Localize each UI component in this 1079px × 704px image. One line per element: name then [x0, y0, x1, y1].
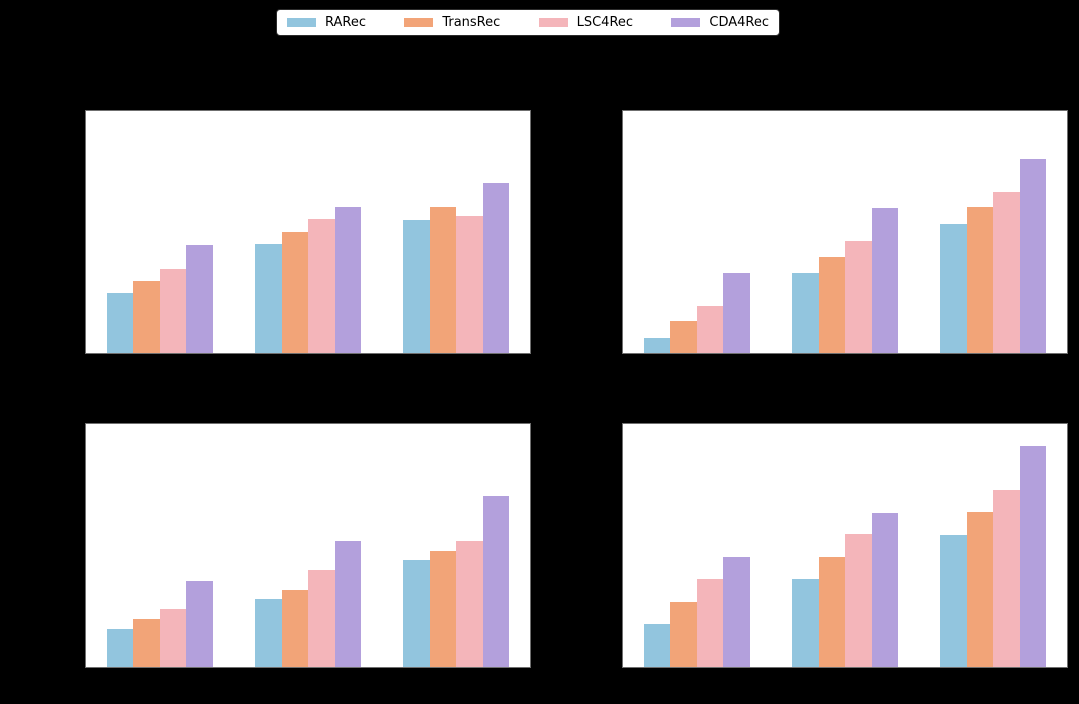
chart-panel-bottom-right: [622, 423, 1068, 668]
bar-transrec: [670, 601, 697, 667]
legend-entry-lsc4rec: LSC4Rec: [538, 15, 634, 30]
bar-transrec: [670, 321, 697, 353]
bar-lsc4rec: [993, 490, 1020, 667]
bar-lsc4rec: [845, 534, 872, 667]
bar-cda4rec: [334, 207, 361, 353]
legend-entry-transrec: TransRec: [404, 16, 500, 29]
bar-group: [255, 111, 361, 353]
lsc4rec-swatch-icon: [538, 18, 568, 27]
bar-transrec: [133, 280, 160, 353]
bar-rarec: [106, 629, 134, 667]
bar-lsc4rec: [993, 191, 1020, 353]
bar-group: [403, 424, 509, 667]
bar-transrec: [133, 619, 160, 667]
legend-entry-cda4rec: CDA4Rec: [671, 16, 769, 29]
bar-cda4rec: [482, 183, 509, 353]
bar-transrec: [966, 207, 993, 353]
bar-rarec: [643, 338, 671, 353]
bar-rarec: [643, 623, 671, 667]
legend-label-transrec: TransRec: [442, 15, 501, 30]
bar-transrec: [818, 256, 845, 353]
bar-group: [940, 424, 1046, 667]
bar-cda4rec: [1019, 446, 1046, 667]
bar-lsc4rec: [308, 570, 335, 667]
bar-cda4rec: [482, 496, 509, 667]
bar-group: [106, 424, 213, 667]
bar-group: [643, 424, 750, 667]
transrec-swatch-icon: [404, 18, 434, 27]
bar-group: [792, 424, 898, 667]
bar-group: [403, 111, 509, 353]
legend-label-cda4rec: CDA4Rec: [709, 15, 769, 30]
bar-rarec: [403, 219, 430, 353]
bar-cda4rec: [1019, 159, 1046, 353]
bar-rarec: [792, 272, 819, 353]
bar-lsc4rec: [456, 540, 483, 667]
bar-transrec: [818, 557, 845, 667]
bar-lsc4rec: [456, 215, 483, 353]
bar-transrec: [281, 232, 308, 353]
legend-entry-rarec: RARec: [287, 16, 366, 29]
cda4rec-swatch-icon: [671, 18, 701, 27]
bar-group: [106, 111, 213, 353]
bar-lsc4rec: [159, 269, 187, 353]
bar-cda4rec: [871, 207, 898, 353]
bar-cda4rec: [723, 273, 750, 353]
chart-panel-top-right: [622, 110, 1068, 354]
rarec-swatch-icon: [287, 18, 316, 27]
bar-transrec: [966, 511, 993, 667]
bar-cda4rec: [186, 244, 213, 353]
bar-transrec: [429, 550, 456, 667]
bar-cda4rec: [871, 512, 898, 667]
bar-transrec: [281, 589, 308, 667]
bar-group: [792, 111, 898, 353]
chart-panel-bottom-left: [85, 423, 531, 668]
bar-rarec: [255, 243, 282, 353]
legend: RARec TransRec LSC4Rec CDA4Rec: [276, 9, 780, 36]
bar-transrec: [429, 207, 456, 353]
bar-rarec: [403, 560, 430, 667]
bar-group: [643, 111, 750, 353]
bar-cda4rec: [334, 540, 361, 667]
bar-lsc4rec: [845, 240, 872, 353]
bar-rarec: [106, 293, 134, 353]
chart-panel-top-left: [85, 110, 531, 354]
bar-rarec: [255, 599, 282, 667]
bar-lsc4rec: [696, 305, 724, 353]
bar-group: [255, 424, 361, 667]
bar-cda4rec: [186, 580, 213, 667]
bar-lsc4rec: [159, 609, 187, 667]
legend-label-rarec: RARec: [325, 15, 366, 30]
bar-lsc4rec: [696, 579, 724, 667]
bar-lsc4rec: [308, 219, 335, 353]
bar-rarec: [940, 535, 967, 667]
bar-cda4rec: [723, 557, 750, 667]
bar-rarec: [792, 579, 819, 667]
bar-rarec: [940, 223, 967, 353]
bar-group: [940, 111, 1046, 353]
legend-label-lsc4rec: LSC4Rec: [576, 15, 634, 30]
